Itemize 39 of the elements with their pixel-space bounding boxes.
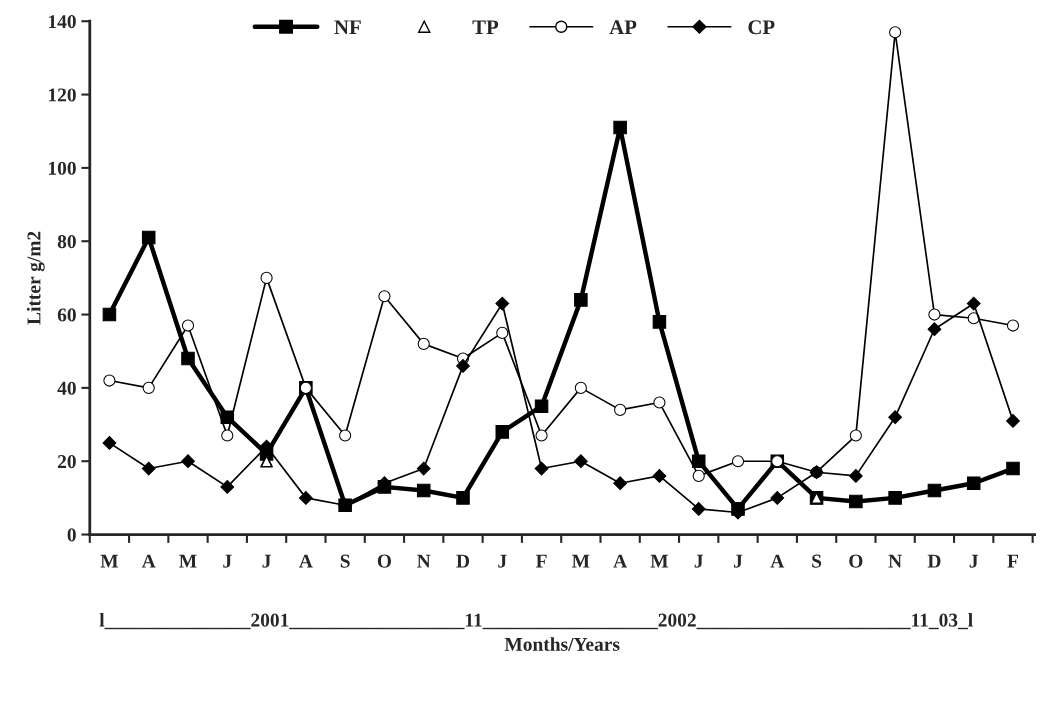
legend-label: NF bbox=[334, 20, 361, 35]
x-tick-label: M bbox=[179, 554, 197, 568]
x-tick-label: O bbox=[377, 554, 392, 568]
y-tick-label: 100 bbox=[48, 161, 76, 175]
legend-label: TP bbox=[472, 20, 499, 35]
x-tick-label: A bbox=[770, 554, 785, 568]
x-axis-title: Months/Years bbox=[504, 637, 620, 651]
y-tick-label: 20 bbox=[57, 455, 76, 469]
x-tick-label: A bbox=[141, 554, 156, 568]
x-tick-label: A bbox=[299, 554, 313, 568]
x-tick-label: A bbox=[613, 554, 628, 568]
x-tick-label: S bbox=[812, 554, 822, 568]
legend-label: CP bbox=[748, 20, 775, 35]
x-tick-label: J bbox=[262, 554, 271, 568]
legend-label: AP bbox=[609, 20, 637, 35]
y-tick-label: 60 bbox=[57, 308, 76, 322]
y-tick-label: 120 bbox=[48, 88, 76, 102]
x-tick-label: F bbox=[535, 554, 547, 568]
x-tick-label: N bbox=[417, 554, 431, 568]
x-tick-label: J bbox=[969, 554, 979, 568]
y-tick-label: 80 bbox=[57, 235, 76, 249]
x-tick-label: F bbox=[1007, 554, 1019, 568]
y-tick-label: 0 bbox=[67, 528, 76, 542]
y-tick-label: 40 bbox=[57, 381, 76, 395]
x-tick-label: J bbox=[694, 554, 704, 568]
x-tick-label: J bbox=[498, 554, 507, 568]
x-tick-label: J bbox=[223, 554, 232, 568]
x-tick-label: O bbox=[849, 554, 863, 568]
y-axis-title: Litter g/m2 bbox=[26, 231, 45, 325]
x-tick-label: D bbox=[927, 554, 941, 568]
y-tick-label: 140 bbox=[48, 15, 76, 29]
x-tick-label: M bbox=[572, 554, 590, 568]
x-tick-label: D bbox=[456, 554, 470, 568]
x-tick-label: M bbox=[100, 554, 119, 568]
text: l_______________2001__________________11__________________2002______________________11_03_l bbox=[99, 612, 973, 630]
x-tick-label: N bbox=[888, 554, 902, 568]
x-tick-label: S bbox=[340, 554, 350, 568]
x-tick-label: M bbox=[650, 554, 669, 568]
x-tick-label: J bbox=[734, 554, 743, 568]
